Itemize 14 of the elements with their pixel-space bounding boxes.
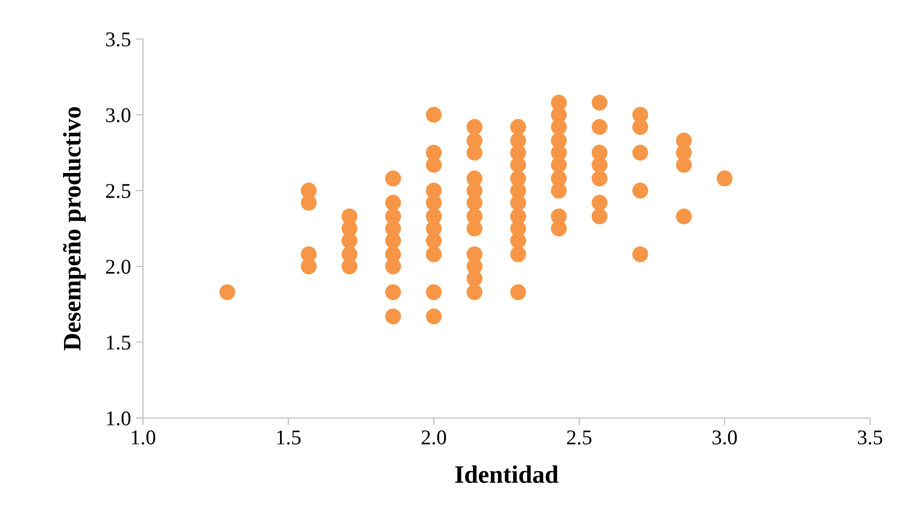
y-tick-label: 2.5 [106,184,130,198]
x-tick-label: 2.0 [422,430,446,445]
x-axis-title: Identidad [455,465,558,483]
x-tick-label: 1.0 [132,430,156,445]
y-tick-label: 3.5 [106,32,130,47]
y-tick-label: 1.5 [106,336,130,350]
y-axis-title: Desempeño productivo [62,107,86,350]
y-tick-label: 1.0 [106,411,130,426]
x-tick-label: 1.5 [277,430,301,445]
x-tick-label: 2.5 [567,430,592,445]
x-tick-label: 3.5 [858,430,882,445]
y-tick-label: 3.0 [106,108,130,122]
x-tick-label: 3.0 [712,430,737,445]
y-tick-label: 2.0 [106,260,130,274]
